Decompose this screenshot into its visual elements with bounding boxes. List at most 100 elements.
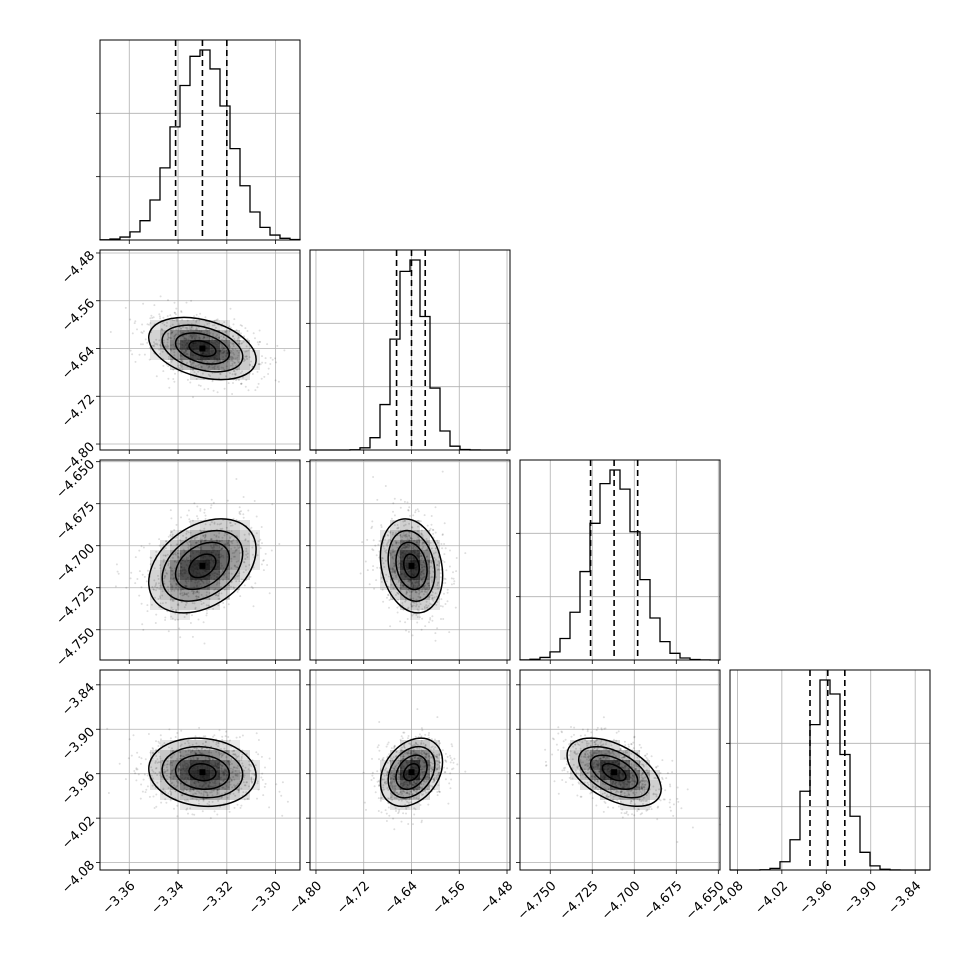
sample-point [403,731,406,734]
sample-point [207,373,210,376]
sample-point [450,577,453,580]
density-cell [170,320,180,330]
sample-point [396,606,399,609]
sample-point [189,531,192,534]
sample-point [441,749,444,752]
sample-point [245,350,248,353]
sample-point [173,319,176,322]
sample-point [256,554,259,557]
sample-point [208,366,211,368]
sample-point [216,366,219,368]
sample-point [150,314,153,317]
sample-point [392,502,395,505]
density-cell [390,560,400,570]
density-cell [150,570,160,580]
sample-point [204,518,207,520]
sample-point [220,335,223,338]
sample-point [144,791,147,794]
sample-point [221,527,224,530]
sample-point [226,533,229,536]
sample-point [263,785,266,788]
sample-point [388,753,391,756]
sample-point [204,534,207,537]
sample-point [223,588,226,591]
sample-point [217,536,220,539]
sample-point [159,344,162,347]
sample-point [377,797,380,800]
sample-point [407,630,410,633]
sample-point [188,325,191,328]
sample-point [407,737,409,740]
density-cell [220,350,230,360]
sample-point [170,517,173,520]
sample-point [373,785,376,788]
sample-point [193,371,196,374]
sample-point [186,378,189,381]
density-cell [200,350,210,360]
sample-point [361,541,364,544]
sample-point [169,599,172,601]
hist-panel-0 [96,39,301,244]
sample-point [268,806,271,809]
density-cell [190,350,200,360]
sample-point [129,349,132,352]
sample-point [232,382,234,384]
sample-point [377,543,380,546]
sample-point [162,558,165,561]
sample-point [262,559,265,562]
sample-point [171,584,173,587]
sample-point [393,514,396,517]
sample-point [162,364,165,367]
sample-point [216,813,219,816]
sample-point [236,544,239,547]
y-tick-label: −4.72 [59,392,98,431]
sample-point [266,343,269,346]
sample-point [190,326,193,329]
sample-point [171,323,174,326]
sample-point [440,618,442,620]
sample-point [152,795,155,798]
sample-point [176,815,179,818]
sample-point [191,602,194,605]
sample-point [464,770,467,773]
sample-point [412,514,415,517]
sample-point [249,347,252,350]
sample-point [168,386,171,389]
density-cell [170,360,180,370]
sample-point [426,524,429,527]
sample-point [388,606,390,609]
sample-point [194,606,197,609]
sample-point [378,758,380,761]
sample-point [180,311,183,314]
sample-point [227,736,230,738]
sample-point [223,321,226,324]
sample-point [444,547,447,550]
sample-point [407,735,410,737]
sample-point [286,800,289,803]
sample-point [233,318,236,321]
density-cell [170,540,180,550]
sample-point [188,518,191,521]
sample-point [230,572,233,575]
sample-point [221,547,224,550]
sample-point [195,536,198,539]
sample-point [236,803,239,806]
sample-point [229,521,231,524]
sample-point [264,766,266,769]
sample-point [156,343,159,346]
sample-point [146,604,149,607]
scatter-panel-3-0: −3.36 −3.34 −3.32 −3.30−4.08−4.02−3.96−3.90… [59,669,301,917]
sample-point [401,737,404,740]
sample-point [211,366,214,369]
sample-point [241,734,244,737]
sample-point [237,379,240,382]
sample-point [186,326,188,329]
sample-point [191,813,194,816]
sample-point [135,767,138,770]
sample-point [139,797,142,800]
sample-point [174,334,176,337]
sample-point [210,504,213,507]
sample-point [238,339,241,342]
sample-point [167,334,169,337]
sample-point [162,341,165,344]
